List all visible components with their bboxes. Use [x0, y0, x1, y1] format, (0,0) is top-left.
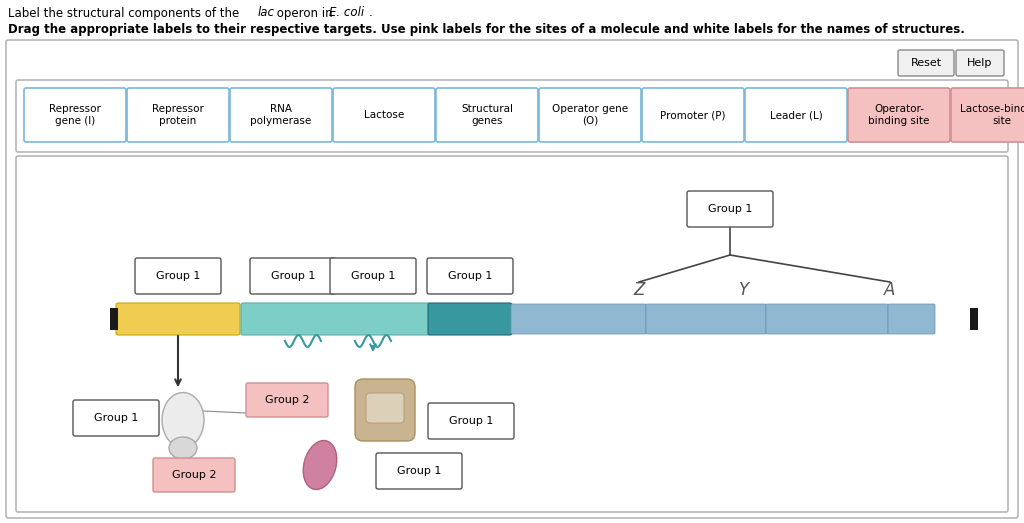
Text: lac: lac [258, 6, 275, 19]
Text: .: . [369, 6, 373, 19]
FancyBboxPatch shape [355, 379, 415, 441]
FancyBboxPatch shape [745, 88, 847, 142]
Text: Help: Help [968, 58, 992, 68]
Text: Group 1: Group 1 [270, 271, 315, 281]
FancyBboxPatch shape [766, 304, 888, 334]
FancyBboxPatch shape [116, 303, 240, 335]
Text: Lactose-binding
site: Lactose-binding site [961, 104, 1024, 126]
Text: Promoter (P): Promoter (P) [660, 110, 726, 120]
Text: Group 1: Group 1 [156, 271, 200, 281]
Ellipse shape [303, 440, 337, 490]
FancyBboxPatch shape [511, 304, 646, 334]
FancyBboxPatch shape [646, 304, 766, 334]
FancyBboxPatch shape [24, 88, 126, 142]
FancyBboxPatch shape [250, 258, 336, 294]
Text: operon in: operon in [273, 6, 336, 19]
Text: Repressor
protein: Repressor protein [152, 104, 204, 126]
Text: Group 1: Group 1 [447, 271, 493, 281]
Ellipse shape [162, 392, 204, 448]
Text: Leader (L): Leader (L) [770, 110, 822, 120]
Text: Group 2: Group 2 [172, 470, 216, 480]
FancyBboxPatch shape [153, 458, 234, 492]
FancyBboxPatch shape [16, 156, 1008, 512]
FancyBboxPatch shape [366, 393, 404, 423]
FancyBboxPatch shape [539, 88, 641, 142]
FancyBboxPatch shape [427, 258, 513, 294]
Text: Group 1: Group 1 [94, 413, 138, 423]
Text: Structural
genes: Structural genes [461, 104, 513, 126]
Text: E. coli: E. coli [329, 6, 365, 19]
Text: Repressor
gene (I): Repressor gene (I) [49, 104, 101, 126]
FancyBboxPatch shape [848, 88, 950, 142]
Text: Reset: Reset [910, 58, 941, 68]
Text: Group 1: Group 1 [397, 466, 441, 476]
Text: Group 2: Group 2 [265, 395, 309, 405]
FancyBboxPatch shape [330, 258, 416, 294]
FancyBboxPatch shape [888, 304, 935, 334]
FancyBboxPatch shape [16, 80, 1008, 152]
Text: Group 1: Group 1 [351, 271, 395, 281]
FancyBboxPatch shape [898, 50, 954, 76]
Text: Lactose: Lactose [364, 110, 404, 120]
FancyBboxPatch shape [687, 191, 773, 227]
FancyBboxPatch shape [436, 88, 538, 142]
FancyBboxPatch shape [428, 303, 512, 335]
Text: Y: Y [739, 281, 750, 299]
FancyBboxPatch shape [428, 403, 514, 439]
Text: Group 1: Group 1 [708, 204, 753, 214]
FancyBboxPatch shape [6, 40, 1018, 518]
FancyBboxPatch shape [246, 383, 328, 417]
Text: Z: Z [633, 281, 645, 299]
FancyBboxPatch shape [951, 88, 1024, 142]
Bar [970, 308, 978, 330]
FancyBboxPatch shape [956, 50, 1004, 76]
FancyBboxPatch shape [241, 303, 430, 335]
FancyBboxPatch shape [333, 88, 435, 142]
FancyBboxPatch shape [230, 88, 332, 142]
Text: RNA
polymerase: RNA polymerase [251, 104, 311, 126]
FancyBboxPatch shape [135, 258, 221, 294]
Ellipse shape [169, 437, 197, 459]
Text: Label the structural components of the: Label the structural components of the [8, 6, 243, 19]
FancyBboxPatch shape [127, 88, 229, 142]
FancyBboxPatch shape [642, 88, 744, 142]
FancyBboxPatch shape [376, 453, 462, 489]
Text: Drag the appropriate labels to their respective targets. Use pink labels for the: Drag the appropriate labels to their res… [8, 24, 965, 37]
Text: A: A [884, 281, 896, 299]
Bar [110, 308, 118, 330]
FancyBboxPatch shape [73, 400, 159, 436]
Text: Group 1: Group 1 [449, 416, 494, 426]
Text: Operator-
binding site: Operator- binding site [868, 104, 930, 126]
Text: Operator gene
(O): Operator gene (O) [552, 104, 628, 126]
